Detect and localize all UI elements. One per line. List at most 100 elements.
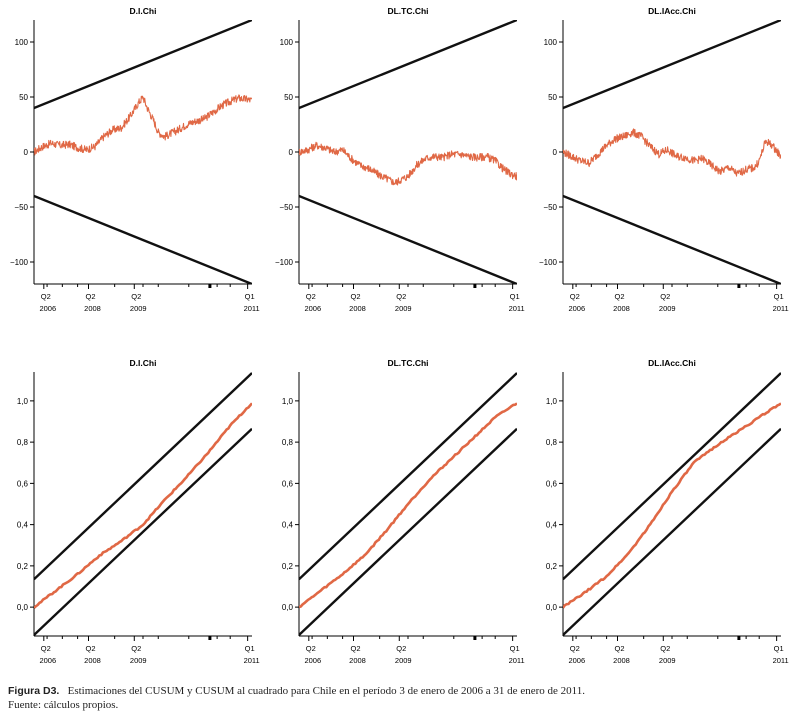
x-marker-tick: [737, 284, 741, 288]
x-marker-tick: [473, 284, 477, 288]
x-tick-label-bottom: 2006: [568, 656, 585, 665]
y-tick-label: 0,2: [282, 562, 294, 571]
x-tick-label-bottom: 2008: [84, 656, 101, 665]
x-tick-label-top: Q2: [350, 292, 360, 301]
x-tick-label-bottom: 2011: [773, 304, 789, 313]
y-tick-label: 0,0: [282, 603, 294, 612]
x-tick-label-bottom: 2008: [613, 304, 630, 313]
y-tick-label: 50: [19, 93, 28, 102]
x-tick-label-top: Q2: [41, 292, 51, 301]
x-tick-label-bottom: 2009: [130, 656, 147, 665]
chart-title: DL.IAcc.Chi: [648, 358, 696, 368]
x-tick-label-top: Q2: [306, 644, 316, 653]
y-tick-label: 50: [548, 93, 557, 102]
y-tick-label: 0: [289, 148, 294, 157]
x-tick-label-top: Q2: [85, 292, 95, 301]
y-tick-label: 0,6: [17, 479, 29, 488]
x-tick-label-bottom: 2008: [84, 304, 101, 313]
x-tick-label-top: Q1: [774, 292, 784, 301]
x-tick-label-top: Q2: [306, 292, 316, 301]
y-tick-label: 0,8: [282, 438, 294, 447]
y-tick-label: −50: [14, 203, 28, 212]
y-tick-label: 0,4: [17, 521, 29, 530]
significance-bound: [563, 20, 781, 110]
x-tick-label-top: Q2: [570, 644, 580, 653]
x-tick-label-bottom: 2006: [39, 656, 56, 665]
y-tick-label: −50: [279, 203, 293, 212]
cusum-figure: D.I.Chi 100 50 0 −50 −100 Q2 2006 Q2 2008 Q2 2009 Q1…: [10, 6, 789, 665]
x-tick-label-bottom: 2011: [509, 304, 525, 313]
x-marker-tick: [208, 636, 212, 640]
y-tick-label: 50: [284, 93, 293, 102]
x-tick-label-bottom: 2011: [773, 656, 789, 665]
y-tick-label: 100: [280, 38, 294, 47]
x-tick-label-top: Q2: [131, 292, 141, 301]
significance-bound: [299, 20, 517, 110]
series-line: [34, 94, 252, 156]
x-tick-label-top: Q2: [614, 292, 624, 301]
x-tick-label-bottom: 2006: [568, 304, 585, 313]
chart-panel: D.I.Chi 1,0 0,8 0,6 0,4 0,2 0,0 Q2 2006 Q2 2008 Q2 2…: [17, 358, 260, 665]
x-tick-label-top: Q1: [774, 644, 784, 653]
y-tick-label: 0,4: [546, 521, 558, 530]
y-tick-label: −100: [275, 258, 294, 267]
x-tick-label-bottom: 2009: [395, 656, 412, 665]
significance-bound: [299, 372, 517, 581]
significance-bound: [563, 194, 781, 284]
x-tick-label-top: Q1: [510, 644, 520, 653]
x-tick-label-bottom: 2009: [395, 304, 412, 313]
chart-title: D.I.Chi: [130, 6, 157, 16]
x-tick-label-top: Q2: [570, 292, 580, 301]
y-tick-label: 0,8: [546, 438, 558, 447]
y-tick-label: 0: [553, 148, 558, 157]
figure-label: Figura D3.: [8, 685, 60, 697]
x-tick-label-bottom: 2008: [613, 656, 630, 665]
caption-text: Estimaciones del CUSUM y CUSUM al cuadra…: [67, 685, 585, 697]
y-tick-label: 0,2: [546, 562, 558, 571]
x-tick-label-bottom: 2009: [659, 656, 676, 665]
significance-bound: [563, 427, 781, 636]
y-tick-label: 0,2: [17, 562, 29, 571]
significance-bound: [34, 372, 252, 581]
series-line: [299, 141, 517, 186]
x-tick-label-top: Q2: [396, 644, 406, 653]
x-tick-label-top: Q2: [350, 644, 360, 653]
chart-title: DL.TC.Chi: [387, 358, 428, 368]
y-tick-label: 0,6: [282, 479, 294, 488]
series-line: [563, 128, 781, 177]
y-tick-label: 0,6: [546, 479, 558, 488]
chart-panel: DL.IAcc.Chi 100 50 0 −50 −100 Q2 2006 Q2 2008 Q2 20…: [539, 6, 789, 313]
chart-title: DL.TC.Chi: [387, 6, 428, 16]
x-marker-tick: [473, 636, 477, 640]
y-tick-label: −100: [539, 258, 558, 267]
significance-bound: [299, 194, 517, 284]
chart-panel: DL.TC.Chi 1,0 0,8 0,6 0,4 0,2 0,0 Q2 2006 Q2 2008 Q…: [282, 358, 525, 665]
x-tick-label-bottom: 2008: [349, 656, 366, 665]
x-tick-label-top: Q2: [85, 644, 95, 653]
significance-bound: [563, 372, 781, 581]
significance-bound: [34, 20, 252, 110]
chart-title: D.I.Chi: [130, 358, 157, 368]
x-tick-label-top: Q2: [660, 644, 670, 653]
chart-panel: DL.IAcc.Chi 1,0 0,8 0,6 0,4 0,2 0,0 Q2 2006 Q2 200…: [546, 358, 789, 665]
series-line: [563, 402, 781, 609]
series-line: [34, 402, 252, 609]
y-tick-label: −50: [543, 203, 557, 212]
y-tick-label: 0,8: [17, 438, 29, 447]
x-tick-label-top: Q2: [131, 644, 141, 653]
y-tick-label: 0,0: [17, 603, 29, 612]
chart-panel: DL.TC.Chi 100 50 0 −50 −100 Q2 2006 Q2 2008 Q2 2009…: [275, 6, 525, 313]
x-tick-label-top: Q2: [614, 644, 624, 653]
x-tick-label-top: Q1: [510, 292, 520, 301]
y-tick-label: 0: [24, 148, 29, 157]
figure-caption: Figura D3. Estimaciones del CUSUM y CUSU…: [8, 684, 793, 712]
y-tick-label: 0,4: [282, 521, 294, 530]
chart-panel: D.I.Chi 100 50 0 −50 −100 Q2 2006 Q2 2008 Q2 2009 Q1…: [10, 6, 260, 313]
y-tick-label: 100: [544, 38, 558, 47]
series-line: [299, 402, 517, 609]
x-tick-label-top: Q2: [41, 644, 51, 653]
y-tick-label: 1,0: [546, 397, 558, 406]
x-tick-label-top: Q2: [396, 292, 406, 301]
significance-bound: [34, 194, 252, 284]
y-tick-label: 0,0: [546, 603, 558, 612]
